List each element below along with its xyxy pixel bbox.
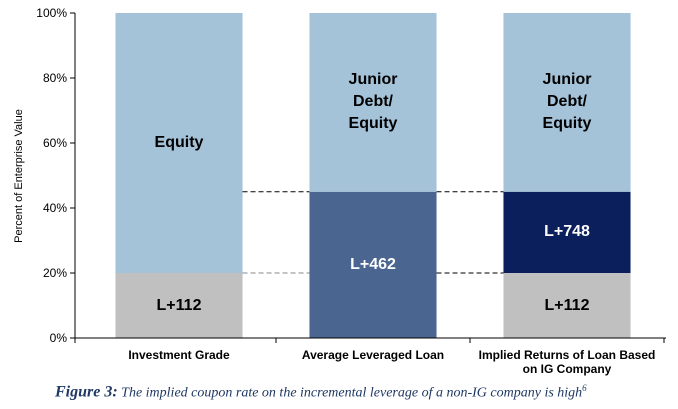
- bar-segment: [503, 13, 631, 192]
- bar-segment: [309, 191, 437, 338]
- segment-label: L+462: [350, 255, 396, 273]
- bar-segment: [503, 273, 631, 338]
- segment-label: Junior Debt/ Equity: [542, 71, 592, 133]
- bar-segment: [115, 273, 243, 338]
- bar-segment: [503, 191, 631, 273]
- segment-label: L+112: [544, 296, 590, 314]
- y-tick-label: 40%: [42, 201, 67, 215]
- bar-segment: [309, 13, 437, 192]
- y-tick-label: 80%: [42, 71, 67, 85]
- x-tick-label: Average Leveraged Loan: [301, 348, 445, 362]
- caption: Figure 3: The implied coupon rate on the…: [55, 383, 587, 402]
- caption-text: The implied coupon rate on the increment…: [121, 385, 583, 401]
- x-tick-label: Implied Returns of Loan Based on IG Comp…: [478, 348, 656, 376]
- segment-label: L+748: [544, 223, 590, 241]
- y-tick-label: 60%: [42, 136, 67, 150]
- x-tick-label: Investment Grade: [128, 348, 230, 362]
- y-tick-label: 100%: [36, 6, 67, 20]
- caption-label: Figure 3:: [55, 383, 118, 401]
- caption-footnote: 6: [582, 383, 587, 393]
- bar-segment: [115, 13, 243, 273]
- y-tick-label: 0%: [49, 331, 67, 345]
- segment-label: Junior Debt/ Equity: [348, 71, 398, 133]
- segment-label: L+112: [156, 296, 202, 314]
- y-tick-label: 20%: [42, 266, 67, 280]
- y-axis-label: Percent of Enterprise Value: [13, 109, 25, 243]
- segment-label: Equity: [154, 134, 204, 151]
